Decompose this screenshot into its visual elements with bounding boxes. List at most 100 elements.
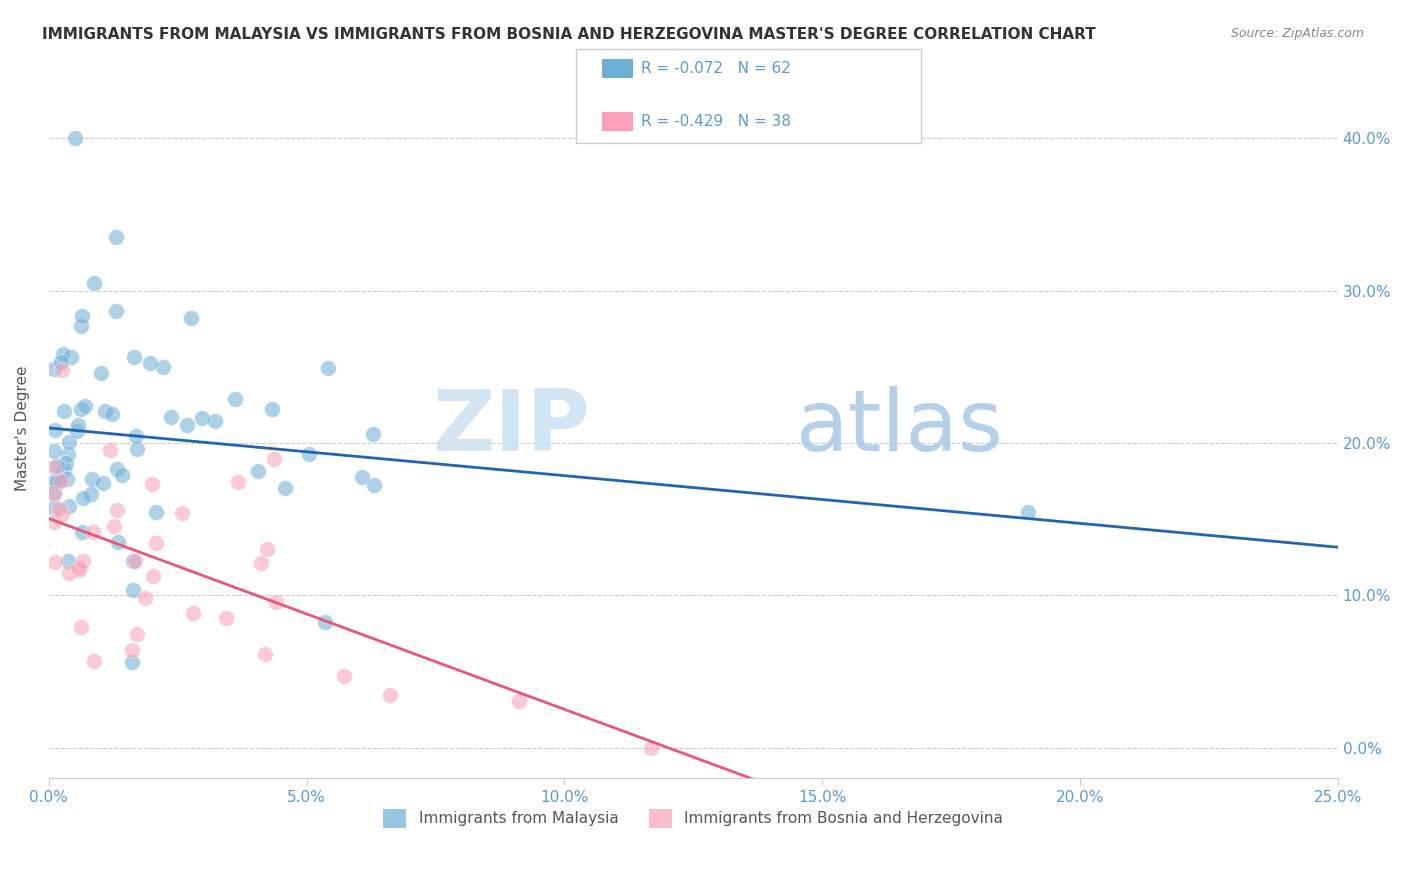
Point — [316, 360, 339, 375]
Point — [104, 230, 127, 244]
Point — [49, 354, 72, 368]
Y-axis label: Master's Degree: Master's Degree — [15, 365, 30, 491]
Point — [215, 610, 238, 624]
Point — [141, 477, 163, 491]
Point — [48, 502, 70, 516]
Point — [51, 507, 73, 521]
Point — [111, 467, 134, 482]
Point — [72, 491, 94, 506]
Point — [104, 304, 127, 318]
Point — [124, 554, 146, 568]
Point — [121, 643, 143, 657]
Point — [125, 442, 148, 457]
Point — [145, 535, 167, 549]
Point — [44, 423, 66, 437]
Point — [46, 474, 69, 488]
Text: R = -0.072   N = 62: R = -0.072 N = 62 — [641, 62, 792, 76]
Point — [98, 442, 121, 457]
Point — [1017, 505, 1039, 519]
Point — [138, 356, 160, 370]
Point — [69, 561, 91, 575]
Point — [69, 402, 91, 417]
Point — [67, 417, 90, 432]
Point — [72, 554, 94, 568]
Point — [55, 457, 77, 471]
Point — [298, 447, 321, 461]
Point — [250, 556, 273, 570]
Point — [42, 362, 65, 376]
Point — [122, 554, 145, 568]
Text: atlas: atlas — [796, 386, 1004, 469]
Point — [172, 506, 194, 520]
Point — [59, 350, 82, 364]
Point — [105, 462, 128, 476]
Point — [82, 472, 104, 486]
Point — [56, 554, 79, 568]
Point — [152, 360, 174, 375]
Point — [640, 740, 662, 755]
Point — [42, 500, 65, 515]
Point — [69, 319, 91, 334]
Point — [122, 583, 145, 598]
Point — [42, 475, 65, 489]
Point — [51, 363, 73, 377]
Point — [70, 620, 93, 634]
Point — [122, 350, 145, 364]
Point — [350, 470, 373, 484]
Point — [142, 569, 165, 583]
Text: IMMIGRANTS FROM MALAYSIA VS IMMIGRANTS FROM BOSNIA AND HERZEGOVINA MASTER'S DEGR: IMMIGRANTS FROM MALAYSIA VS IMMIGRANTS F… — [42, 27, 1095, 42]
Text: R = -0.429   N = 38: R = -0.429 N = 38 — [641, 114, 792, 128]
Point — [58, 434, 80, 449]
Point — [145, 505, 167, 519]
Point — [83, 654, 105, 668]
Point — [264, 595, 287, 609]
Point — [314, 615, 336, 629]
Point — [56, 447, 79, 461]
Point — [94, 404, 117, 418]
Point — [274, 482, 297, 496]
Point — [160, 409, 183, 424]
Point — [176, 417, 198, 432]
Point — [363, 478, 385, 492]
Point — [44, 555, 66, 569]
Point — [224, 392, 246, 406]
Point — [107, 534, 129, 549]
Point — [124, 429, 146, 443]
Point — [105, 503, 128, 517]
Point — [80, 487, 103, 501]
Point — [58, 566, 80, 581]
Point — [191, 410, 214, 425]
Point — [42, 515, 65, 529]
Point — [53, 404, 76, 418]
Point — [101, 407, 124, 421]
Legend: Immigrants from Malaysia, Immigrants from Bosnia and Herzegovina: Immigrants from Malaysia, Immigrants fro… — [377, 803, 1010, 834]
Point — [72, 309, 94, 323]
Point — [65, 424, 87, 438]
Point — [51, 474, 73, 488]
Point — [42, 486, 65, 500]
Point — [204, 414, 226, 428]
Point — [90, 366, 112, 380]
Point — [52, 347, 75, 361]
Point — [134, 591, 156, 605]
Point — [263, 452, 285, 467]
Point — [58, 499, 80, 513]
Point — [75, 399, 97, 413]
Text: ZIP: ZIP — [432, 386, 591, 469]
Point — [378, 689, 401, 703]
Point — [361, 427, 384, 442]
Point — [53, 463, 76, 477]
Point — [260, 402, 283, 417]
Point — [63, 131, 86, 145]
Point — [82, 524, 104, 539]
Point — [254, 647, 277, 661]
Point — [44, 487, 66, 501]
Point — [83, 276, 105, 290]
Point — [226, 475, 249, 490]
Point — [42, 459, 65, 474]
Point — [103, 518, 125, 533]
Point — [91, 475, 114, 490]
Point — [256, 541, 278, 556]
Point — [121, 655, 143, 669]
Point — [67, 563, 90, 577]
